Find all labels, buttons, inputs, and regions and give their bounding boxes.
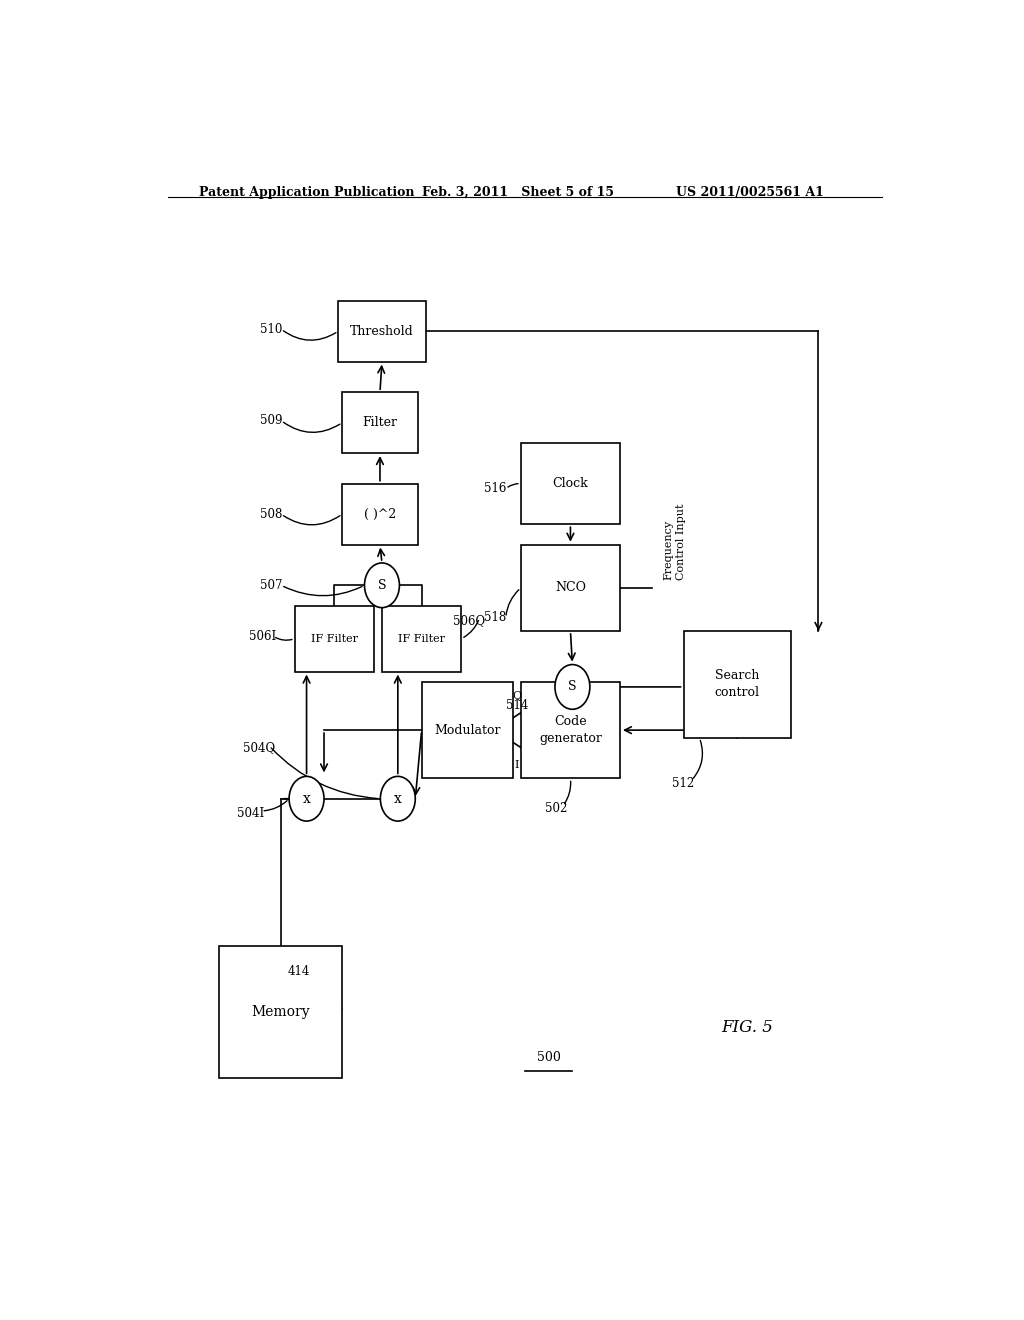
Text: IF Filter: IF Filter [311, 634, 357, 644]
Text: Threshold: Threshold [350, 325, 414, 338]
Text: 414: 414 [288, 965, 310, 978]
Text: Search
control: Search control [715, 669, 760, 700]
Text: Code
generator: Code generator [539, 715, 602, 744]
Text: Clock: Clock [553, 477, 589, 490]
Text: FIG. 5: FIG. 5 [721, 1019, 773, 1036]
FancyBboxPatch shape [219, 946, 342, 1078]
Text: Q: Q [512, 690, 521, 701]
FancyBboxPatch shape [521, 545, 620, 631]
Text: 512: 512 [673, 777, 694, 789]
Text: x: x [394, 792, 401, 805]
Text: 514: 514 [506, 698, 528, 711]
Text: 509: 509 [260, 414, 282, 428]
Circle shape [380, 776, 416, 821]
Text: S: S [378, 578, 386, 591]
Text: 504Q: 504Q [243, 742, 275, 755]
Circle shape [289, 776, 324, 821]
FancyBboxPatch shape [342, 392, 418, 453]
Text: Modulator: Modulator [434, 723, 501, 737]
Text: Feb. 3, 2011   Sheet 5 of 15: Feb. 3, 2011 Sheet 5 of 15 [422, 186, 613, 199]
Text: NCO: NCO [555, 581, 586, 594]
FancyBboxPatch shape [521, 444, 620, 524]
Text: 510: 510 [260, 322, 282, 335]
FancyBboxPatch shape [684, 631, 791, 738]
Text: Memory: Memory [252, 1005, 310, 1019]
FancyBboxPatch shape [295, 606, 374, 672]
Text: x: x [303, 792, 310, 805]
Text: S: S [568, 680, 577, 693]
FancyBboxPatch shape [422, 682, 513, 779]
FancyBboxPatch shape [382, 606, 462, 672]
FancyBboxPatch shape [521, 682, 620, 779]
Circle shape [365, 562, 399, 607]
Text: US 2011/0025561 A1: US 2011/0025561 A1 [676, 186, 823, 199]
Text: IF Filter: IF Filter [398, 634, 445, 644]
Circle shape [555, 664, 590, 709]
Text: 508: 508 [260, 508, 282, 520]
Text: 502: 502 [546, 803, 567, 816]
Text: 518: 518 [484, 611, 507, 624]
Text: Filter: Filter [362, 416, 397, 429]
FancyBboxPatch shape [342, 483, 418, 545]
Text: Patent Application Publication: Patent Application Publication [200, 186, 415, 199]
Text: 506I: 506I [249, 630, 276, 643]
Text: 504I: 504I [238, 808, 264, 821]
FancyBboxPatch shape [338, 301, 426, 362]
Text: 500: 500 [537, 1052, 560, 1064]
Text: Frequency
Control Input: Frequency Control Input [664, 504, 686, 581]
Text: ( )^2: ( )^2 [364, 508, 396, 520]
Text: 516: 516 [484, 482, 507, 495]
Text: I: I [515, 760, 519, 770]
Text: 507: 507 [260, 578, 282, 591]
Text: 506Q: 506Q [454, 614, 485, 627]
